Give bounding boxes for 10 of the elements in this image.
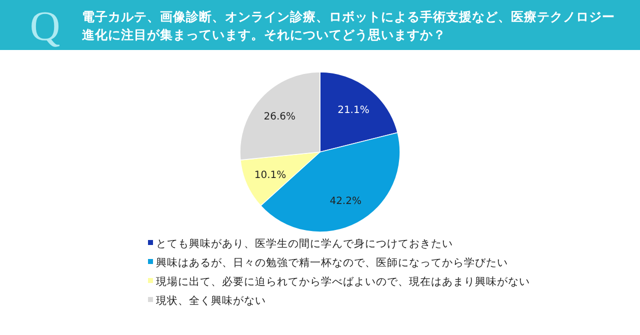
legend-label: 現場に出て、必要に迫られてから学べばよいので、現在はあまり興味がない	[156, 275, 530, 288]
chart-title: 電子カルテ、画像診断、オンライン診療、ロボットによる手術支援など、医療テクノロジー進化に注目が集まっています。それについてどう思いますか？	[81, 9, 615, 42]
data-label: 42.2%	[330, 196, 362, 207]
data-label: 21.1%	[338, 105, 370, 116]
data-label: 10.1%	[254, 170, 286, 182]
data-label: 26.6%	[264, 112, 296, 123]
legend-label: とても興味があり、医学生の間に学んで身につけておきたい	[156, 237, 453, 250]
legend-label: 興味はあるが、日々の勉強で精一杯なので、医師になってから学びたい	[156, 256, 508, 269]
text: Q	[30, 4, 60, 50]
legend-label: 現状、全く興味がない	[156, 294, 266, 307]
